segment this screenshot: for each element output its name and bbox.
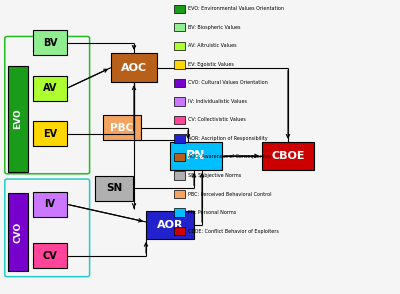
Text: PN: Personal Norms: PN: Personal Norms xyxy=(188,210,237,215)
FancyBboxPatch shape xyxy=(262,142,314,170)
Bar xyxy=(174,227,185,235)
Bar xyxy=(174,79,185,87)
Text: CBOE: Conflict Behavior of Exploiters: CBOE: Conflict Behavior of Exploiters xyxy=(188,228,279,234)
FancyBboxPatch shape xyxy=(95,176,133,201)
Text: SN: Subjective Norms: SN: Subjective Norms xyxy=(188,173,242,178)
Text: EV: EV xyxy=(43,129,57,139)
Text: AOC: AOC xyxy=(121,63,147,73)
FancyBboxPatch shape xyxy=(8,66,28,172)
Text: EV: Egoistic Values: EV: Egoistic Values xyxy=(188,62,234,67)
Text: PN: PN xyxy=(186,149,206,162)
FancyBboxPatch shape xyxy=(146,211,194,239)
FancyBboxPatch shape xyxy=(170,142,222,170)
Bar xyxy=(174,153,185,161)
Text: BV: Biospheric Values: BV: Biospheric Values xyxy=(188,25,241,30)
Text: CVO: Cultural Values Orientation: CVO: Cultural Values Orientation xyxy=(188,80,268,86)
Bar xyxy=(174,42,185,50)
Text: AOC: Awareness of Consequences: AOC: Awareness of Consequences xyxy=(188,154,271,160)
Text: CVO: CVO xyxy=(14,222,22,243)
FancyBboxPatch shape xyxy=(33,30,67,55)
Bar xyxy=(174,134,185,143)
FancyBboxPatch shape xyxy=(33,243,67,268)
Bar xyxy=(174,23,185,31)
Text: AOR: AOR xyxy=(157,220,183,230)
Bar xyxy=(174,5,185,13)
FancyBboxPatch shape xyxy=(103,116,141,141)
Text: CBOE: CBOE xyxy=(271,151,305,161)
Text: IV: IV xyxy=(44,199,56,209)
FancyBboxPatch shape xyxy=(33,76,67,101)
Text: SN: SN xyxy=(106,183,122,193)
FancyBboxPatch shape xyxy=(33,121,67,146)
Text: IV: Individualistic Values: IV: Individualistic Values xyxy=(188,99,247,104)
Text: AV: AV xyxy=(43,83,57,93)
Text: BV: BV xyxy=(43,38,57,48)
FancyBboxPatch shape xyxy=(8,193,28,271)
Bar xyxy=(174,97,185,106)
Text: CV: Collectivistic Values: CV: Collectivistic Values xyxy=(188,117,246,123)
Text: AOR: Ascription of Responsibility: AOR: Ascription of Responsibility xyxy=(188,136,268,141)
Bar xyxy=(174,171,185,180)
Text: EVO: EVO xyxy=(14,109,22,129)
Text: PBC: PBC xyxy=(110,123,134,133)
Bar xyxy=(174,116,185,124)
FancyBboxPatch shape xyxy=(33,192,67,217)
Text: PBC: Perceived Behavioral Control: PBC: Perceived Behavioral Control xyxy=(188,191,272,197)
Text: EVO: Environmental Values Orientation: EVO: Environmental Values Orientation xyxy=(188,6,284,11)
Bar xyxy=(174,208,185,217)
Bar xyxy=(174,190,185,198)
Bar xyxy=(174,60,185,69)
Text: AV: Altruistic Values: AV: Altruistic Values xyxy=(188,43,237,49)
Text: CV: CV xyxy=(43,251,57,261)
FancyBboxPatch shape xyxy=(111,53,157,82)
